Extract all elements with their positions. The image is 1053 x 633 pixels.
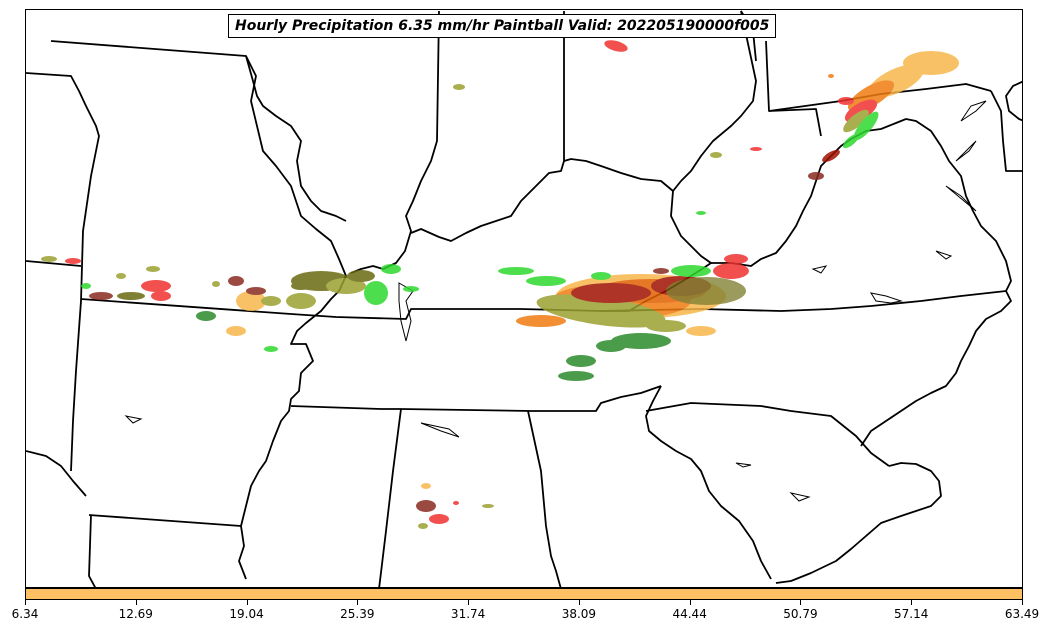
colorbar-tick-mark: [25, 600, 26, 605]
colorbar-tick-label: 44.44: [672, 607, 707, 621]
colorbar-tick-label: 57.14: [894, 607, 929, 621]
colorbar: [25, 588, 1023, 600]
colorbar-tick-label: 63.49: [1004, 607, 1040, 621]
colorbar-tick-mark: [246, 600, 248, 605]
colorbar-tick-mark: [578, 600, 580, 605]
map-title: Hourly Precipitation 6.35 mm/hr Paintbal…: [228, 14, 777, 38]
precipitation-map: [26, 10, 1022, 587]
colorbar-tick-mark: [689, 600, 691, 605]
state-boundaries: [26, 10, 1022, 587]
colorbar-tick-mark: [800, 600, 802, 605]
colorbar-tick-mark: [911, 600, 913, 605]
colorbar-tick-label: 6.34: [11, 607, 39, 621]
water-outlines: [124, 100, 987, 502]
colorbar-tick-label: 25.39: [340, 607, 375, 621]
colorbar-tick-label: 31.74: [450, 607, 486, 621]
colorbar-tick-mark: [135, 600, 137, 605]
colorbar-tick-mark: [1022, 600, 1023, 605]
colorbar-tick-label: 12.69: [118, 607, 153, 621]
colorbar-tick-label: 38.09: [561, 607, 597, 621]
colorbar-tick-label: 50.79: [783, 607, 818, 621]
colorbar-tick-mark: [468, 600, 470, 605]
colorbar-tick-label: 19.04: [229, 607, 264, 621]
map-panel: [25, 9, 1023, 588]
precip-blobs: [41, 40, 959, 529]
colorbar-tick-mark: [357, 600, 359, 605]
